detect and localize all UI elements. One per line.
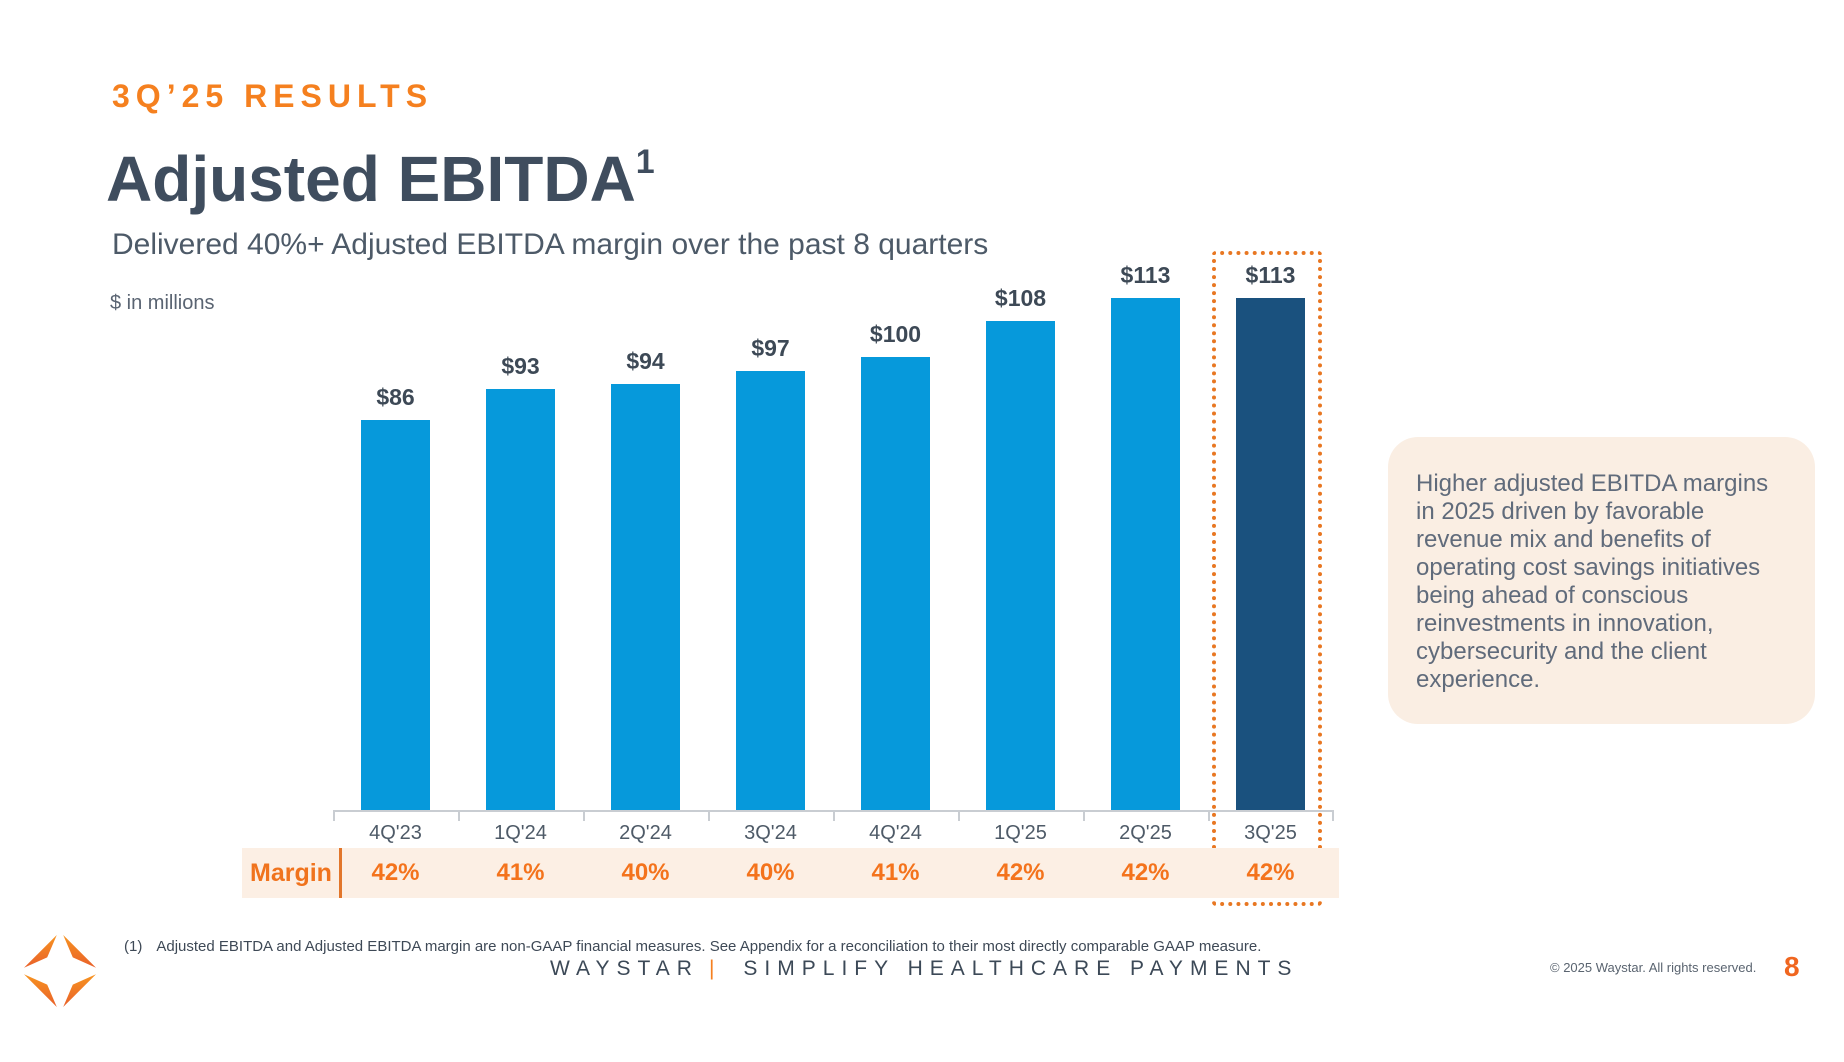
chart-column: $108 <box>958 240 1083 810</box>
x-axis-label: 3Q'25 <box>1244 822 1297 844</box>
logo-triangle-se <box>63 974 96 1007</box>
axis-tick <box>833 812 835 821</box>
footnote-marker: (1) <box>124 938 143 955</box>
chart-column: $100 <box>833 240 958 810</box>
margin-row-background <box>242 848 1339 898</box>
margin-row-label: Margin <box>250 859 332 887</box>
x-axis <box>333 810 1334 821</box>
bar-chart: $86 $93 $94 $97 $100 $108 $113 $113 <box>333 240 1333 810</box>
bar-value-label: $86 <box>376 384 415 410</box>
bar-value-label: $113 <box>1245 262 1296 288</box>
x-axis-label: 3Q'24 <box>744 822 797 844</box>
margin-value: 42% <box>996 859 1045 886</box>
x-axis-label: 4Q'24 <box>869 822 922 844</box>
brand-divider: | <box>708 957 722 980</box>
x-axis-label: 1Q'24 <box>494 822 547 844</box>
bar <box>861 357 930 810</box>
brand-name: WAYSTAR <box>550 957 699 980</box>
brand-tagline: SIMPLIFY HEALTHCARE PAYMENTS <box>743 957 1299 980</box>
waystar-logo <box>24 935 96 1007</box>
chart-column: $97 <box>708 240 833 810</box>
bar <box>361 420 430 810</box>
x-axis-label: 2Q'24 <box>619 822 672 844</box>
logo-triangle-nw <box>24 935 57 968</box>
axis-tick <box>583 812 585 821</box>
callout-box: Higher adjusted EBITDA margins in 2025 d… <box>1388 437 1815 724</box>
logo-triangle-sw <box>24 974 57 1007</box>
x-axis-label: 1Q'25 <box>994 822 1047 844</box>
x-axis-label: 2Q'25 <box>1119 822 1172 844</box>
highlight-box-3q25 <box>1212 251 1322 906</box>
chart-column: $93 <box>458 240 583 810</box>
margin-value: 41% <box>871 859 920 886</box>
margin-value: 40% <box>746 859 795 886</box>
bar <box>1111 298 1180 810</box>
page-title: Adjusted EBITDA1 <box>106 143 655 215</box>
axis-tick <box>1332 812 1334 821</box>
bar-value-label: $93 <box>501 353 540 379</box>
margin-value: 40% <box>621 859 670 886</box>
bar-value-label: $108 <box>994 285 1047 311</box>
axis-tick <box>708 812 710 821</box>
bar <box>986 321 1055 810</box>
subtitle: Delivered 40%+ Adjusted EBITDA margin ov… <box>112 228 989 261</box>
footer-brand-row: WAYSTAR | SIMPLIFY HEALTHCARE PAYMENTS <box>550 957 1298 981</box>
margin-value: 42% <box>371 859 420 886</box>
chart-column: $94 <box>583 240 708 810</box>
footnote: (1) Adjusted EBITDA and Adjusted EBITDA m… <box>124 938 1261 955</box>
bar-value-label: $94 <box>626 348 665 374</box>
axis-tick <box>1208 812 1210 821</box>
eyebrow-label: 3Q’25 RESULTS <box>112 78 434 114</box>
chart-column: $113 <box>1083 240 1208 810</box>
page-title-text: Adjusted EBITDA <box>106 143 636 215</box>
bar <box>486 389 555 810</box>
bar <box>611 384 680 810</box>
x-axis-labels: 4Q'23 1Q'24 2Q'24 3Q'24 4Q'24 1Q'25 2Q'25 3Q'25 <box>333 822 1333 845</box>
margin-values-row: 42% 41% 40% 40% 41% 42% 42% 42% <box>333 848 1333 898</box>
margin-value: 41% <box>496 859 545 886</box>
chart-column: $113 <box>1208 240 1333 810</box>
bar-highlighted <box>1236 298 1305 810</box>
bar-value-label: $100 <box>869 321 922 347</box>
copyright: © 2025 Waystar. All rights reserved. <box>1550 960 1757 975</box>
units-label: $ in millions <box>110 292 215 314</box>
axis-tick <box>458 812 460 821</box>
margin-row-divider <box>339 848 342 898</box>
x-axis-label: 4Q'23 <box>369 822 422 844</box>
logo-triangle-ne <box>63 935 96 968</box>
bar-value-label: $113 <box>1120 262 1171 288</box>
axis-tick <box>333 812 335 821</box>
chart-column: $86 <box>333 240 458 810</box>
bar-value-label: $97 <box>751 335 790 361</box>
margin-value: 42% <box>1246 859 1295 886</box>
footnote-text: Adjusted EBITDA and Adjusted EBITDA marg… <box>156 938 1262 955</box>
page-number: 8 <box>1784 951 1800 982</box>
title-footnote-superscript: 1 <box>635 143 655 181</box>
bar <box>736 371 805 810</box>
axis-tick <box>958 812 960 821</box>
axis-tick <box>1083 812 1085 821</box>
margin-value: 42% <box>1121 859 1170 886</box>
